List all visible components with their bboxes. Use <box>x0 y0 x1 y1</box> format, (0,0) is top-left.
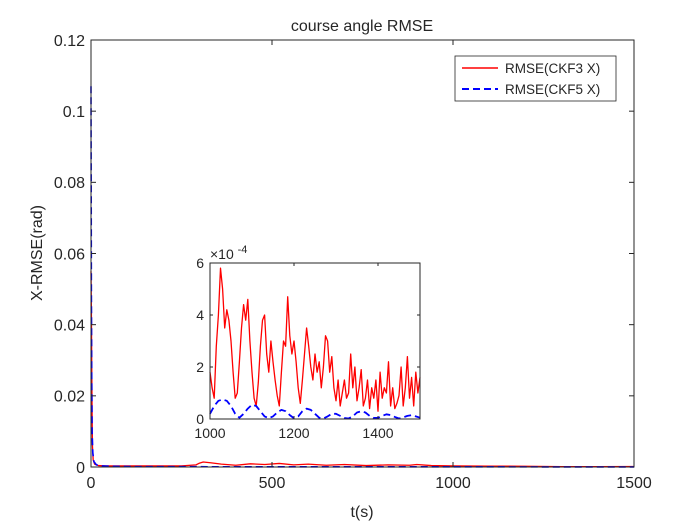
legend-box <box>454 55 617 102</box>
inset-y-tick-label: 2 <box>196 359 204 375</box>
main-y-tick-label: 0 <box>76 460 85 477</box>
inset-series-line-ckf3 <box>209 267 421 412</box>
inset-x-tick-label: 1400 <box>362 425 393 441</box>
main-y-tick-label: 0.08 <box>54 175 85 192</box>
x-axis-label: t(s) <box>350 504 373 521</box>
main-y-tick-label: 0.1 <box>63 104 85 121</box>
main-x-tick-label: 0 <box>87 475 96 492</box>
main-y-axis: 0 0.02 0.04 0.06 0.08 0.1 0.12 <box>54 33 634 477</box>
inset-x-tick-label: 1200 <box>278 425 309 441</box>
inset-series-line-ckf5 <box>209 398 421 420</box>
inset-y-axis: 0 2 4 6 <box>196 255 420 427</box>
inset-x-tick-label: 1000 <box>194 425 225 441</box>
main-y-tick-label: 0.12 <box>54 33 85 50</box>
inset-y-exponent-base: ×10 <box>210 246 234 262</box>
main-y-tick-label: 0.02 <box>54 389 85 406</box>
inset-x-axis: 1000 1200 1400 <box>194 263 394 441</box>
inset-y-tick-label: 0 <box>196 411 204 427</box>
chart-title: course angle RMSE <box>291 18 433 35</box>
main-x-axis: 0 500 1000 1500 <box>87 40 652 492</box>
inset-axes-box <box>209 262 421 420</box>
inset-y-tick-label: 6 <box>196 255 204 271</box>
inset-y-exponent-power: -4 <box>238 244 248 256</box>
inset-plot-area <box>210 263 420 419</box>
inset-y-exponent: ×10 -4 <box>210 244 247 262</box>
main-x-tick-label: 500 <box>259 475 286 492</box>
main-y-tick-label: 0.06 <box>54 246 85 263</box>
y-axis-label: X-RMSE(rad) <box>29 205 46 301</box>
legend: RMSE(CKF3 X) RMSE(CKF5 X) <box>454 55 617 102</box>
inset-axes: 0 2 4 6 1000 1200 1400 ×10 -4 <box>194 244 421 441</box>
legend-label-ckf5: RMSE(CKF5 X) <box>505 82 600 97</box>
inset-series-group <box>209 267 421 420</box>
main-x-tick-label: 1500 <box>616 475 652 492</box>
main-x-tick-label: 1000 <box>435 475 471 492</box>
main-y-tick-label: 0.04 <box>54 317 85 334</box>
legend-label-ckf3: RMSE(CKF3 X) <box>505 61 600 76</box>
inset-y-tick-label: 4 <box>196 307 204 323</box>
